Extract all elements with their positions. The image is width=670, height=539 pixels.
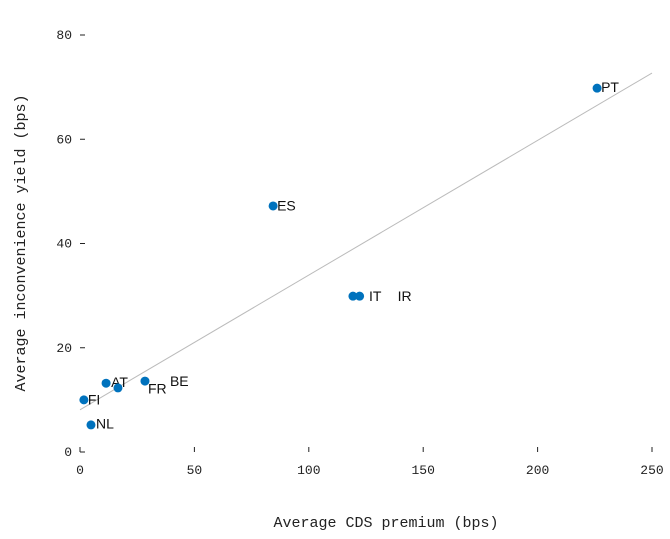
point-label: IR xyxy=(398,288,412,304)
y-axis-title: Average inconvenience yield (bps) xyxy=(13,94,30,391)
x-axis-title: Average CDS premium (bps) xyxy=(273,515,498,532)
point xyxy=(113,383,123,393)
x-tick-label: 50 xyxy=(187,463,203,478)
x-tick-label: 100 xyxy=(297,463,320,478)
point xyxy=(79,395,89,405)
point xyxy=(348,291,358,301)
point xyxy=(140,376,150,386)
x-tick-label: 250 xyxy=(640,463,663,478)
point-label: NL xyxy=(96,416,114,432)
point xyxy=(101,378,111,388)
point-label: IT xyxy=(369,288,382,304)
y-tick-label: 80 xyxy=(56,28,72,43)
point-label: BE xyxy=(170,373,189,389)
x-tick-label: 200 xyxy=(526,463,549,478)
point-label: ES xyxy=(277,198,296,214)
y-tick-label: 0 xyxy=(64,445,72,460)
point xyxy=(355,291,365,301)
x-tick-label: 150 xyxy=(411,463,434,478)
point xyxy=(592,83,602,93)
y-tick-label: 60 xyxy=(56,132,72,147)
x-tick-label: 0 xyxy=(76,463,84,478)
y-tick-label: 20 xyxy=(56,341,72,356)
point-label: FI xyxy=(88,392,100,408)
point xyxy=(86,420,96,430)
y-tick-label: 40 xyxy=(56,237,72,252)
point-label: FR xyxy=(148,381,167,397)
point xyxy=(268,201,278,211)
point-label: PT xyxy=(601,79,619,95)
trend-line xyxy=(79,72,653,411)
